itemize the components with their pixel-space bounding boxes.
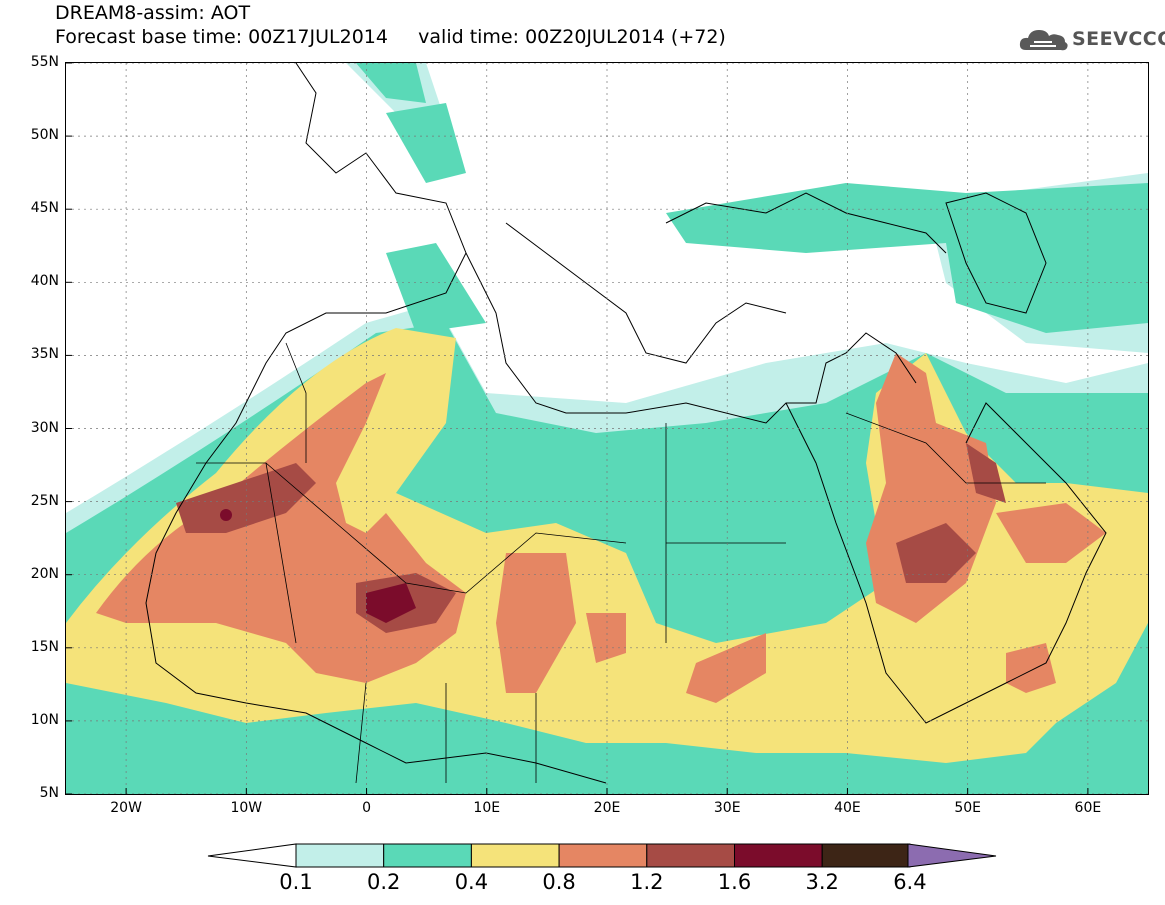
axis-ticks — [66, 63, 1089, 794]
lat-label: 45N — [30, 200, 59, 217]
lat-label: 25N — [30, 492, 59, 509]
lon-label: 50E — [954, 800, 981, 816]
lat-label: 55N — [30, 54, 59, 70]
lon-label: 40E — [834, 800, 861, 816]
lat-label: 35N — [30, 346, 59, 363]
colorbar-over-arrow — [907, 843, 997, 868]
brand-name: SEEVCCC — [1072, 28, 1165, 50]
colorbar-threshold-label: 0.8 — [542, 870, 576, 894]
colorbar-box — [734, 843, 823, 868]
lat-label: 50N — [30, 127, 59, 144]
graticule — [66, 63, 1148, 794]
colorbar-box — [821, 843, 911, 868]
lon-label: 10W — [230, 800, 263, 816]
colorbar-threshold-label: 3.2 — [805, 870, 839, 894]
map-title: DREAM8-assim: AOT — [55, 2, 251, 24]
colorbar-threshold-label: 1.6 — [717, 870, 752, 894]
lat-label: 40N — [30, 273, 59, 290]
colorbar-threshold-label: 6.4 — [893, 870, 927, 894]
lat-label: 30N — [30, 419, 59, 436]
lon-label: 0 — [362, 800, 371, 816]
lat-label: 20N — [30, 565, 59, 582]
aot-colorbar — [207, 843, 997, 868]
lon-label: 20W — [110, 800, 142, 816]
colorbar-boxes — [295, 843, 911, 868]
colorbar-box — [646, 843, 735, 868]
coastlines — [145, 63, 1107, 784]
aot-map — [66, 63, 1148, 794]
lat-label: 15N — [30, 638, 59, 655]
lon-label: 60E — [1074, 800, 1102, 816]
colorbar-under-arrow — [207, 843, 297, 868]
lon-label: 20E — [593, 800, 621, 816]
forecast-time-line: Forecast base time: 00Z17JUL2014 valid t… — [55, 26, 726, 48]
colorbar-threshold-label: 0.4 — [454, 870, 489, 894]
colorbar-threshold-label: 0.2 — [366, 870, 401, 894]
colorbar-box — [295, 843, 385, 868]
lon-label: 30E — [713, 800, 741, 816]
colorbar-box — [383, 843, 472, 868]
lat-label: 5N — [39, 785, 59, 801]
cloud-logo-icon — [1019, 30, 1068, 51]
aot-band-1.6 — [220, 509, 416, 623]
colorbar-box — [470, 843, 560, 868]
colorbar-box — [558, 843, 648, 868]
country-borders — [196, 342, 1046, 784]
brand-logo: SEEVCCC — [1018, 22, 1165, 56]
colorbar-threshold-label: 0.1 — [279, 870, 313, 894]
colorbar-threshold-label: 1.2 — [630, 870, 664, 894]
lat-label: 10N — [30, 711, 59, 728]
map-canvas — [66, 63, 1148, 794]
lon-label: 10E — [473, 800, 501, 816]
